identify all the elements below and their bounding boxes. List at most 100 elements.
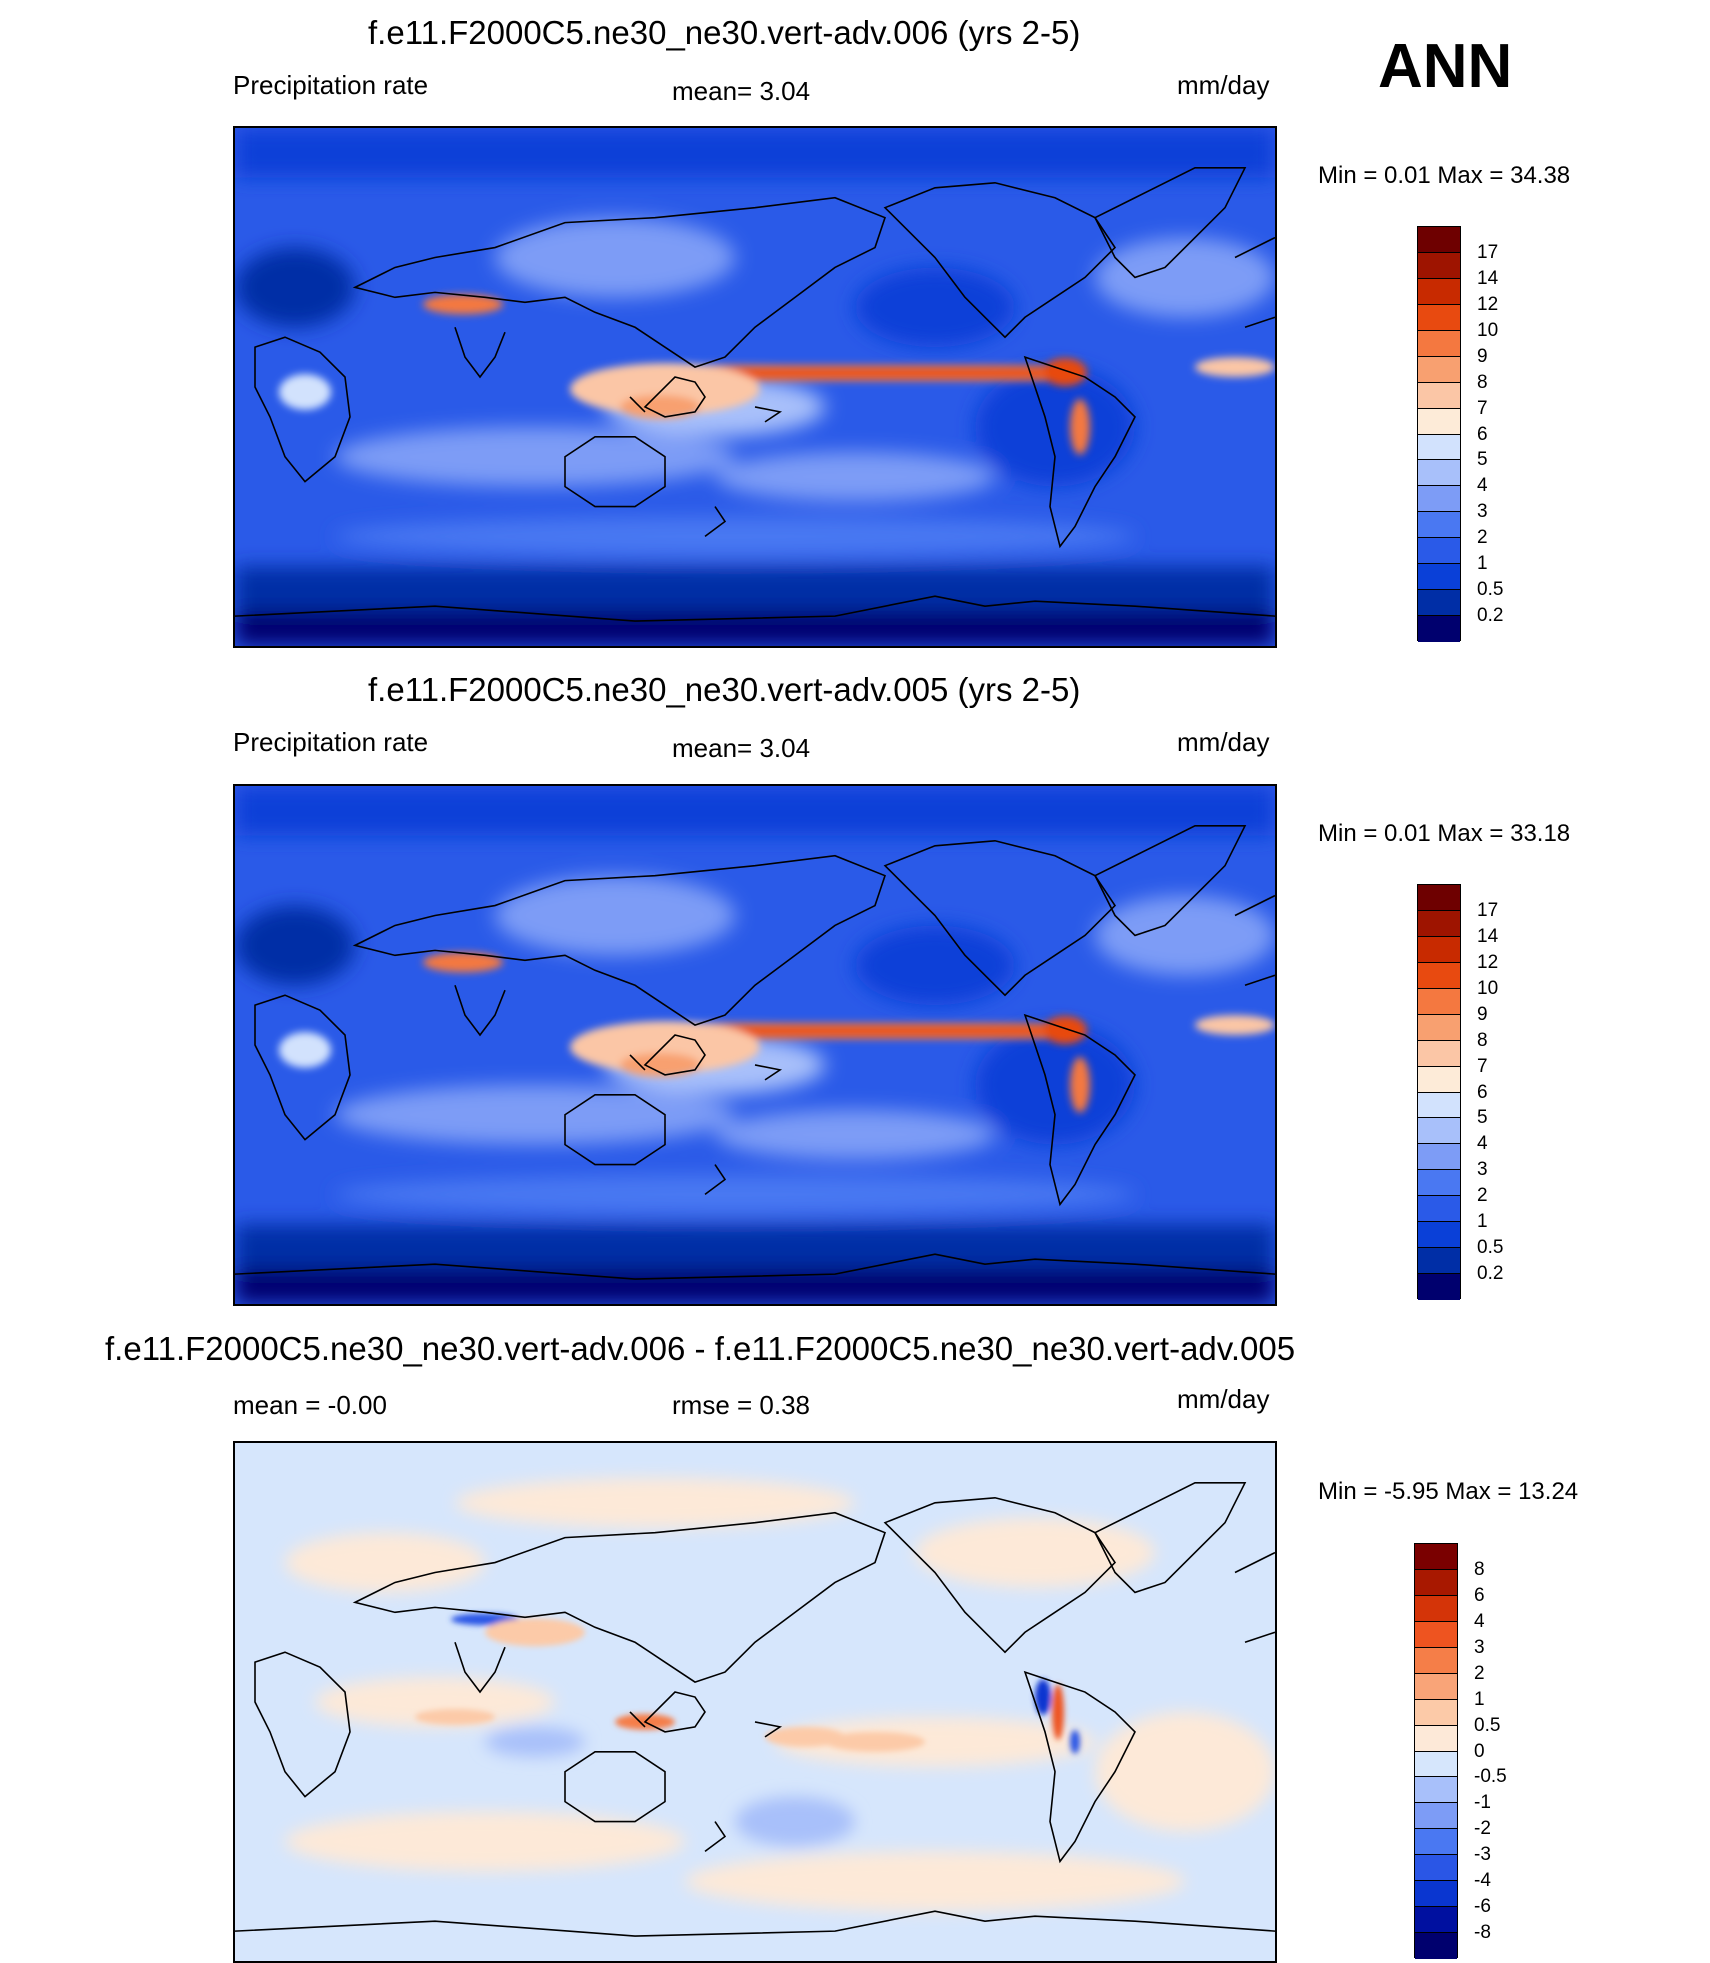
colorbar-tick-label: 10 xyxy=(1477,319,1499,341)
colorbar-segment xyxy=(1418,356,1460,383)
colorbar-tick-label: 8 xyxy=(1477,371,1488,393)
colorbar-segment xyxy=(1418,590,1460,617)
colorbar-tick-label: 2 xyxy=(1474,1662,1485,1684)
colorbar-tick-label: 6 xyxy=(1477,423,1488,445)
colorbar-tick-label: 9 xyxy=(1477,345,1488,367)
colorbar-segment xyxy=(1418,408,1460,435)
panel-2-mean-label: mean= 3.04 xyxy=(672,733,811,763)
panel-2-map xyxy=(233,784,1277,1306)
panel-1-mean-label: mean= 3.04 xyxy=(672,76,811,106)
panel-2-variable-label: Precipitation rate xyxy=(233,727,429,757)
colorbar-segment xyxy=(1418,1222,1460,1249)
panel-1-minmax: Min = 0.01 Max = 34.38 xyxy=(1318,162,1571,189)
colorbar-tick-label: 3 xyxy=(1477,501,1488,523)
colorbar-segment xyxy=(1415,1855,1457,1882)
panel-1-map xyxy=(233,126,1277,648)
colorbar-segment xyxy=(1418,1014,1460,1041)
colorbar-tick-label: 5 xyxy=(1477,449,1488,471)
colorbar-tick-label: 3 xyxy=(1474,1636,1485,1658)
colorbar-segment xyxy=(1415,1699,1457,1726)
colorbar-segment xyxy=(1418,382,1460,409)
colorbar-tick-label: 8 xyxy=(1477,1029,1488,1051)
colorbar-tick-label: 4 xyxy=(1477,1133,1488,1155)
colorbar-segment xyxy=(1415,1907,1457,1934)
colorbar-segment xyxy=(1418,252,1460,279)
coastlines xyxy=(235,167,1275,622)
colorbar-segment xyxy=(1418,1040,1460,1067)
colorbar-tick-label: 7 xyxy=(1477,1055,1488,1077)
panel-3-rmse-label: rmse = 0.38 xyxy=(672,1390,811,1420)
colorbar-segment xyxy=(1415,1725,1457,1752)
colorbar-segment xyxy=(1415,1751,1457,1778)
coastlines xyxy=(235,1482,1275,1937)
colorbar-segment xyxy=(1415,1777,1457,1804)
colorbar-segment xyxy=(1418,538,1460,565)
colorbar-tick-label: -6 xyxy=(1474,1896,1491,1918)
colorbar-tick-label: 17 xyxy=(1477,899,1499,921)
colorbar-tick-label: 3 xyxy=(1477,1159,1488,1181)
panel-2-minmax: Min = 0.01 Max = 33.18 xyxy=(1318,820,1571,847)
colorbar-tick-label: 5 xyxy=(1477,1107,1488,1129)
colorbar-tick-label: 17 xyxy=(1477,241,1499,263)
colorbar-tick-label: 10 xyxy=(1477,977,1499,999)
colorbar-segment xyxy=(1418,227,1460,253)
colorbar-segment xyxy=(1415,1621,1457,1648)
colorbar-segment xyxy=(1415,1647,1457,1674)
panel-1-colorbar xyxy=(1417,226,1461,642)
panel-3-units-label: mm/day xyxy=(1177,1384,1270,1414)
colorbar-tick-label: 6 xyxy=(1474,1584,1485,1606)
coastlines xyxy=(235,825,1275,1280)
colorbar-segment xyxy=(1418,512,1460,539)
colorbar-segment xyxy=(1415,1595,1457,1622)
colorbar-segment xyxy=(1418,564,1460,591)
panel-1-title: f.e11.F2000C5.ne30_ne30.vert-adv.006 (yr… xyxy=(368,14,1081,51)
colorbar-segment xyxy=(1418,1170,1460,1197)
colorbar-tick-label: -2 xyxy=(1474,1818,1491,1840)
season-label: ANN xyxy=(1378,32,1513,101)
colorbar-tick-label: -3 xyxy=(1474,1844,1491,1866)
colorbar-segment xyxy=(1418,910,1460,937)
panel-3-mean-label: mean = -0.00 xyxy=(233,1390,387,1420)
colorbar-segment xyxy=(1418,988,1460,1015)
colorbar-segment xyxy=(1415,1829,1457,1856)
panel-2-colorbar xyxy=(1417,884,1461,1300)
colorbar-segment xyxy=(1418,616,1460,642)
colorbar-segment xyxy=(1418,936,1460,963)
colorbar-tick-label: 2 xyxy=(1477,1185,1488,1207)
panel-2-title: f.e11.F2000C5.ne30_ne30.vert-adv.005 (yr… xyxy=(368,671,1081,708)
colorbar-tick-label: -1 xyxy=(1474,1792,1491,1814)
colorbar-segment xyxy=(1415,1881,1457,1908)
colorbar-tick-label: -0.5 xyxy=(1474,1766,1507,1788)
colorbar-segment xyxy=(1418,962,1460,989)
colorbar-tick-label: 14 xyxy=(1477,925,1499,947)
colorbar-segment xyxy=(1418,1118,1460,1145)
colorbar-tick-label: 7 xyxy=(1477,397,1488,419)
colorbar-segment xyxy=(1415,1569,1457,1596)
colorbar-segment xyxy=(1418,1196,1460,1223)
colorbar-tick-label: 0.5 xyxy=(1477,1237,1504,1259)
colorbar-segment xyxy=(1418,1144,1460,1171)
colorbar-segment xyxy=(1415,1803,1457,1830)
colorbar-tick-label: 0.2 xyxy=(1477,1263,1504,1285)
colorbar-tick-label: 9 xyxy=(1477,1003,1488,1025)
colorbar-tick-label: 8 xyxy=(1474,1558,1485,1580)
panel-3-title: f.e11.F2000C5.ne30_ne30.vert-adv.006 - f… xyxy=(105,1330,1296,1367)
panel-2-units-label: mm/day xyxy=(1177,727,1270,757)
panel-3-colorbar xyxy=(1414,1543,1458,1959)
colorbar-segment xyxy=(1415,1673,1457,1700)
colorbar-tick-label: 1 xyxy=(1477,553,1488,575)
colorbar-tick-label: 0 xyxy=(1474,1740,1485,1762)
colorbar-segment xyxy=(1418,304,1460,331)
colorbar-tick-label: 1 xyxy=(1474,1688,1485,1710)
panel-3-map xyxy=(233,1441,1277,1963)
panel-3-minmax: Min = -5.95 Max = 13.24 xyxy=(1318,1478,1579,1505)
colorbar-tick-label: 12 xyxy=(1477,293,1499,315)
colorbar-segment xyxy=(1415,1933,1457,1959)
colorbar-tick-label: 2 xyxy=(1477,527,1488,549)
colorbar-segment xyxy=(1418,885,1460,911)
colorbar-segment xyxy=(1418,434,1460,461)
colorbar-segment xyxy=(1418,330,1460,357)
colorbar-tick-label: 4 xyxy=(1474,1610,1485,1632)
panel-1-variable-label: Precipitation rate xyxy=(233,70,429,100)
colorbar-segment xyxy=(1418,278,1460,305)
